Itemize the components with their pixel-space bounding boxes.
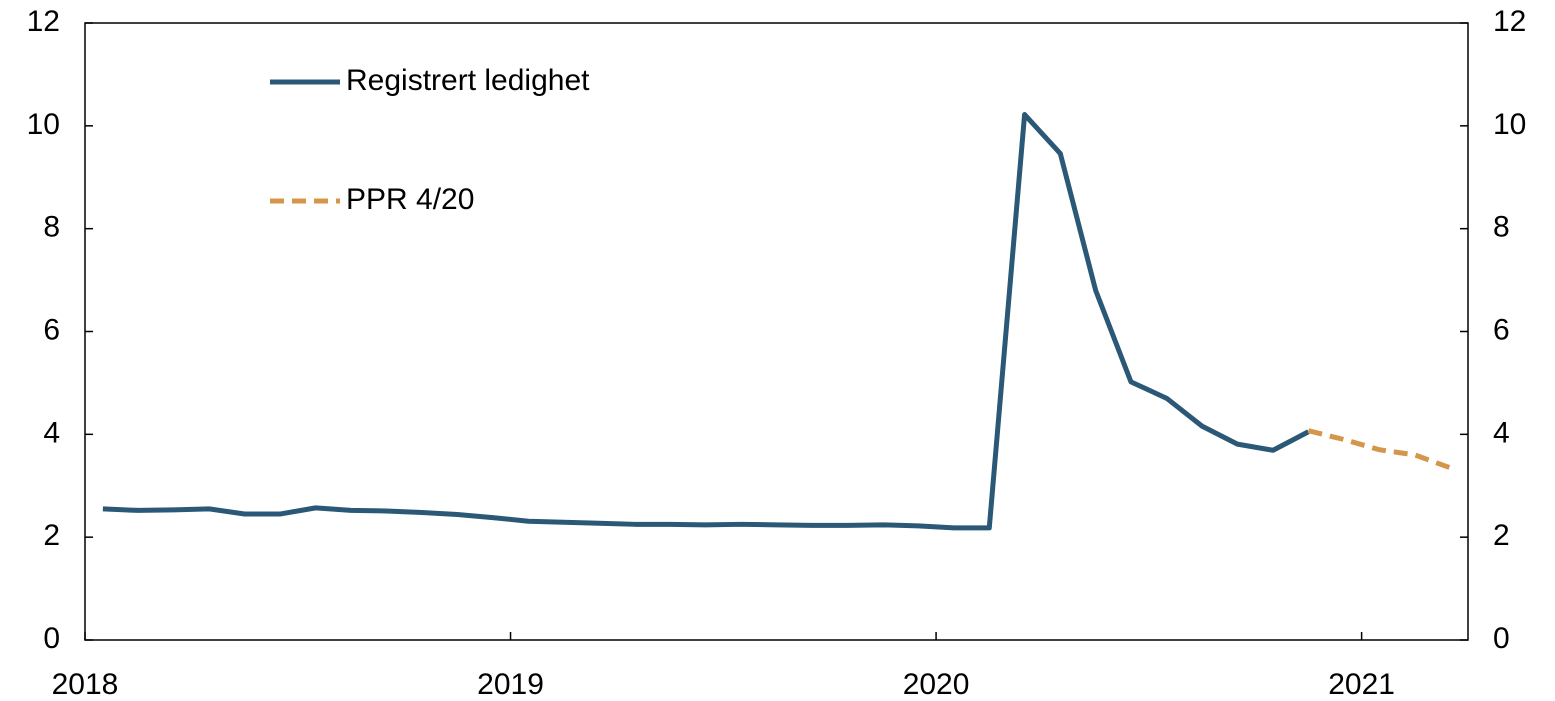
y-tick-label: 8 (43, 211, 60, 244)
y2-tick-label: 0 (1493, 622, 1510, 655)
y-tick-label: 0 (43, 622, 60, 655)
y-tick-label: 4 (43, 416, 60, 449)
x-tick-label: 2019 (477, 668, 544, 701)
x-tick-label: 2018 (52, 668, 119, 701)
y2-tick-label: 12 (1493, 5, 1526, 38)
y2-tick-label: 10 (1493, 108, 1526, 141)
series-line (102, 112, 1310, 531)
y-tick-label: 12 (27, 5, 60, 38)
x-tick-label: 2020 (903, 668, 970, 701)
legend-label: PPR 4/20 (346, 183, 474, 216)
y-tick-label: 2 (43, 519, 60, 552)
x-tick-label: 2021 (1328, 668, 1395, 701)
plot-frame (84, 22, 1469, 641)
y-tick-label: 6 (43, 313, 60, 346)
y-tick-label: 10 (27, 108, 60, 141)
series-line (1307, 428, 1451, 471)
y2-tick-label: 8 (1493, 211, 1510, 244)
legend-label: Registrert ledighet (346, 64, 590, 97)
y2-tick-label: 4 (1493, 416, 1510, 449)
y2-tick-label: 6 (1493, 313, 1510, 346)
y2-tick-label: 2 (1493, 519, 1510, 552)
